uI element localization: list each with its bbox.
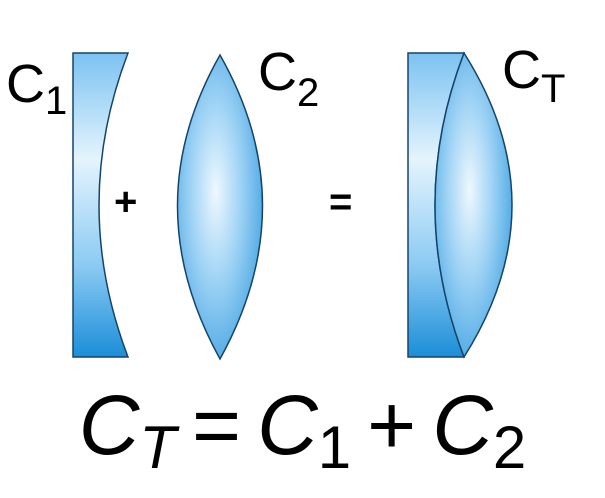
- formula-ct-sub: T: [139, 414, 177, 481]
- formula-c1-sub: 1: [317, 414, 352, 481]
- label-c1-letter: C: [6, 54, 45, 114]
- convex-lens-c2: [176, 53, 264, 361]
- plus-operator: +: [114, 180, 137, 224]
- formula-equals: =: [192, 378, 242, 472]
- label-c2: C2: [258, 42, 319, 115]
- label-ct-letter: C: [502, 40, 541, 100]
- equals-operator: =: [329, 180, 352, 224]
- label-c1: C1: [6, 54, 67, 123]
- label-ct: CT: [502, 40, 565, 111]
- formula-c2-letter: C: [432, 378, 493, 472]
- formula: CT = C1 + C2: [0, 375, 605, 498]
- concave-lens-c1: [72, 52, 130, 358]
- formula-c1-letter: C: [257, 378, 318, 472]
- label-c2-sub: 2: [297, 71, 319, 115]
- combined-lens-ct: [407, 51, 513, 359]
- label-ct-sub: T: [541, 67, 565, 111]
- label-c2-letter: C: [258, 42, 297, 102]
- formula-c2-sub: 2: [492, 414, 527, 481]
- formula-plus: +: [367, 378, 417, 472]
- lens-diagram: C1 + C2 = CT: [6, 40, 565, 361]
- label-c1-sub: 1: [45, 79, 67, 123]
- formula-ct-letter: C: [78, 378, 140, 472]
